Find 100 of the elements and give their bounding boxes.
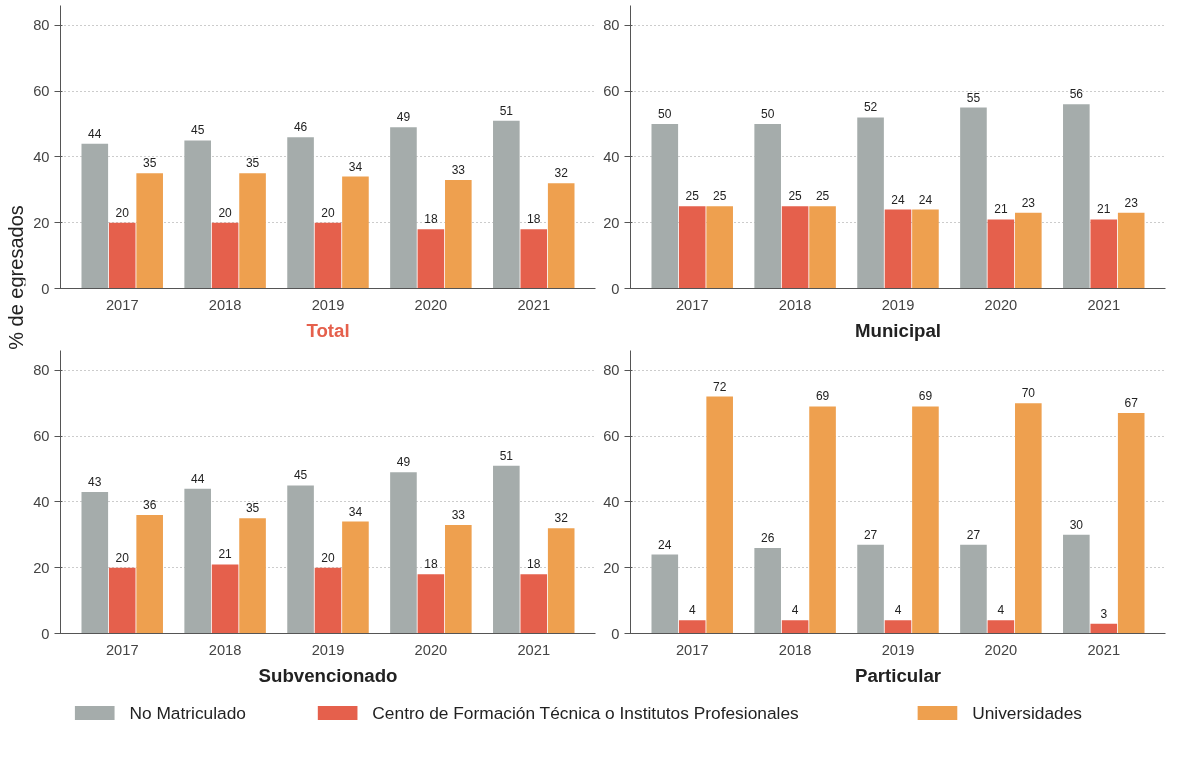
bar xyxy=(960,107,987,289)
x-tick-label: 2019 xyxy=(881,296,915,313)
text: Particular xyxy=(854,664,942,686)
bar xyxy=(417,574,445,634)
data-label: 67 xyxy=(1124,396,1139,411)
text: Municipal xyxy=(854,319,942,341)
x-tick-label: 2017 xyxy=(675,296,709,313)
data-label: 50 xyxy=(658,106,672,121)
data-label: 18 xyxy=(527,557,541,572)
data-label: 34 xyxy=(348,159,363,174)
bar xyxy=(809,406,836,634)
bar xyxy=(136,515,163,634)
bar xyxy=(754,547,781,634)
y-tick-label: 20 xyxy=(33,559,50,576)
bar xyxy=(184,488,211,634)
y-tick-label: 0 xyxy=(41,625,50,642)
y-tick-label: 40 xyxy=(33,148,50,165)
y-tick-label: 20 xyxy=(33,214,50,231)
legend-label: Universidades xyxy=(972,703,1083,723)
bar xyxy=(108,222,136,289)
x-tick-label: 2019 xyxy=(881,641,915,658)
y-tick-label: 80 xyxy=(33,17,50,34)
x-tick-label: 2018 xyxy=(208,296,242,313)
data-label: 69 xyxy=(815,389,830,404)
bar xyxy=(809,206,836,289)
bar xyxy=(912,209,939,289)
data-label: 20 xyxy=(115,550,130,565)
bar xyxy=(314,222,342,289)
y-tick-label: 60 xyxy=(603,83,620,100)
bar xyxy=(520,229,548,289)
text: Total xyxy=(306,319,350,341)
data-label: 33 xyxy=(451,507,466,522)
bar xyxy=(211,222,239,289)
bar xyxy=(678,620,706,634)
data-label: 56 xyxy=(1069,87,1084,102)
bar xyxy=(651,123,679,289)
x-tick-label: 2018 xyxy=(208,641,242,658)
legend-label: Centro de Formación Técnica o Institutos Profesionales xyxy=(372,703,800,723)
x-tick-label: 2019 xyxy=(311,296,345,313)
bar xyxy=(287,137,314,289)
data-label: 45 xyxy=(191,123,205,138)
bar xyxy=(960,544,987,634)
bar xyxy=(1015,403,1042,634)
bar xyxy=(211,564,239,634)
bar xyxy=(1117,413,1145,634)
data-label: 69 xyxy=(918,389,933,404)
data-label: 44 xyxy=(88,126,102,141)
bar xyxy=(520,574,548,634)
data-label: 36 xyxy=(142,498,157,513)
bar xyxy=(754,123,781,289)
bar xyxy=(987,620,1015,634)
legend-label: No Matriculado xyxy=(129,703,246,723)
x-tick-label: 2017 xyxy=(105,641,139,658)
bar xyxy=(547,528,575,634)
bar xyxy=(1063,104,1090,289)
x-tick-label: 2021 xyxy=(517,296,551,313)
data-label: 55 xyxy=(966,90,981,105)
text: Subvencionado xyxy=(258,664,398,686)
y-tick-label: 40 xyxy=(603,493,620,510)
y-tick-label: 0 xyxy=(41,280,50,297)
data-label: 18 xyxy=(424,557,438,572)
x-tick-label: 2020 xyxy=(984,296,1018,313)
bar xyxy=(493,120,520,289)
x-tick-label: 2017 xyxy=(105,296,139,313)
data-label: 44 xyxy=(191,471,205,486)
x-tick-label: 2017 xyxy=(675,641,709,658)
bar xyxy=(108,567,136,634)
bar xyxy=(1090,623,1118,634)
data-label: 21 xyxy=(994,202,1008,217)
bar xyxy=(651,554,679,634)
bar xyxy=(706,206,733,289)
data-label: 20 xyxy=(321,205,335,220)
x-tick-label: 2020 xyxy=(414,296,448,313)
data-label: 50 xyxy=(761,106,775,121)
bar xyxy=(390,472,417,634)
data-label: 20 xyxy=(218,205,233,220)
y-tick-label: 80 xyxy=(603,17,620,34)
data-label: 27 xyxy=(863,527,878,542)
data-label: 21 xyxy=(218,547,233,562)
bar xyxy=(239,173,266,289)
data-label: 49 xyxy=(396,110,411,125)
data-label: 4 xyxy=(894,603,902,618)
data-label: 25 xyxy=(815,189,830,204)
x-tick-label: 2020 xyxy=(414,641,448,658)
bar xyxy=(81,143,109,289)
y-tick-label: 60 xyxy=(33,83,50,100)
data-label: 35 xyxy=(142,156,157,171)
data-label: 51 xyxy=(499,103,514,118)
bar xyxy=(857,544,884,634)
bar xyxy=(884,620,912,634)
data-label: 27 xyxy=(966,527,981,542)
y-tick-label: 20 xyxy=(603,559,620,576)
data-label: 18 xyxy=(424,212,438,227)
data-label: 23 xyxy=(1124,195,1139,210)
bar xyxy=(314,567,342,634)
x-tick-label: 2018 xyxy=(778,641,812,658)
data-label: 24 xyxy=(891,192,905,207)
data-label: 24 xyxy=(658,537,672,552)
bar xyxy=(445,524,472,634)
data-label: 4 xyxy=(688,603,696,618)
